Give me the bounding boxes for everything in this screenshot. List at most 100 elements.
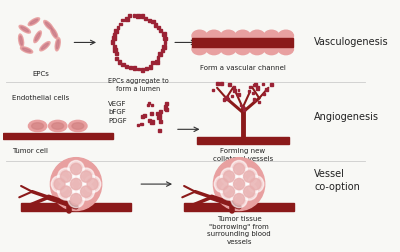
Bar [133, 14, 136, 17]
Bar [262, 83, 264, 85]
Ellipse shape [55, 38, 60, 51]
Ellipse shape [35, 33, 40, 41]
Bar [222, 98, 225, 101]
Ellipse shape [30, 19, 38, 24]
Circle shape [250, 178, 261, 190]
Text: Tumor cell: Tumor cell [12, 148, 48, 154]
Circle shape [70, 178, 82, 190]
Bar [158, 113, 161, 116]
Bar [156, 112, 158, 115]
Circle shape [224, 186, 234, 197]
Ellipse shape [22, 48, 31, 52]
Bar [164, 37, 166, 40]
Circle shape [60, 171, 72, 182]
Text: VEGF
bFGF
PDGF: VEGF bFGF PDGF [108, 101, 127, 124]
Bar [226, 98, 229, 100]
Bar [111, 41, 114, 44]
Circle shape [78, 183, 94, 200]
Ellipse shape [221, 30, 236, 41]
Bar [148, 102, 150, 104]
Ellipse shape [28, 18, 40, 25]
Bar [254, 83, 257, 86]
Bar [141, 14, 144, 18]
Bar [256, 86, 259, 90]
Text: Tumor tissue
"borrowing" from
surrounding blood
vessels: Tumor tissue "borrowing" from surroundin… [207, 216, 271, 245]
Circle shape [214, 158, 265, 210]
Bar [145, 67, 148, 70]
Circle shape [60, 186, 72, 197]
Bar [155, 59, 159, 64]
Bar [113, 33, 116, 36]
Bar [117, 26, 119, 29]
Text: Vasculogenesis: Vasculogenesis [314, 38, 389, 47]
Circle shape [247, 176, 264, 193]
Ellipse shape [56, 40, 59, 49]
Bar [157, 25, 160, 29]
Bar [129, 66, 132, 69]
Bar [165, 102, 168, 105]
Bar [113, 45, 116, 48]
Bar [154, 23, 157, 26]
Bar [125, 17, 129, 21]
Circle shape [241, 183, 257, 200]
Circle shape [221, 168, 237, 185]
Ellipse shape [41, 43, 48, 49]
Bar [141, 115, 144, 118]
Bar [258, 101, 260, 103]
Bar [140, 122, 143, 125]
Bar [164, 105, 167, 108]
Circle shape [87, 178, 98, 190]
Bar [157, 56, 159, 58]
Ellipse shape [50, 27, 58, 39]
Ellipse shape [206, 43, 222, 55]
Circle shape [81, 186, 92, 197]
Bar [242, 106, 244, 108]
Text: EPCs aggregate to
form a lumen: EPCs aggregate to form a lumen [108, 78, 169, 92]
Circle shape [234, 163, 244, 175]
Bar [232, 86, 235, 89]
Bar [265, 88, 268, 91]
Text: Form a vascular channel: Form a vascular channel [200, 65, 286, 71]
Circle shape [224, 171, 234, 182]
Bar [164, 108, 167, 110]
Bar [158, 52, 162, 56]
Bar [137, 124, 140, 126]
Circle shape [70, 163, 82, 175]
Bar [148, 19, 151, 22]
Ellipse shape [21, 27, 29, 32]
Circle shape [70, 194, 82, 205]
Bar [161, 49, 164, 52]
Circle shape [81, 171, 92, 182]
Bar [225, 96, 228, 99]
Bar [115, 52, 118, 55]
Text: EPCs: EPCs [33, 71, 50, 77]
Ellipse shape [45, 22, 52, 29]
Bar [233, 89, 236, 92]
Circle shape [241, 168, 257, 185]
Ellipse shape [278, 43, 294, 55]
Ellipse shape [250, 43, 265, 55]
Bar [149, 65, 152, 69]
Bar [133, 66, 136, 70]
Bar [242, 109, 244, 111]
Bar [184, 203, 294, 210]
Bar [148, 119, 151, 122]
Bar [160, 29, 162, 32]
Circle shape [84, 176, 101, 193]
Bar [216, 82, 219, 85]
Bar [162, 32, 166, 36]
Bar [237, 93, 240, 96]
Bar [228, 83, 231, 86]
Bar [231, 95, 233, 97]
Circle shape [234, 178, 244, 190]
Bar [151, 61, 154, 64]
Bar [136, 14, 140, 18]
Bar [220, 82, 223, 85]
Circle shape [214, 176, 231, 193]
Circle shape [231, 161, 247, 177]
Circle shape [51, 176, 68, 193]
Ellipse shape [40, 42, 50, 51]
Ellipse shape [48, 120, 67, 132]
Bar [113, 48, 117, 52]
Bar [249, 86, 251, 88]
